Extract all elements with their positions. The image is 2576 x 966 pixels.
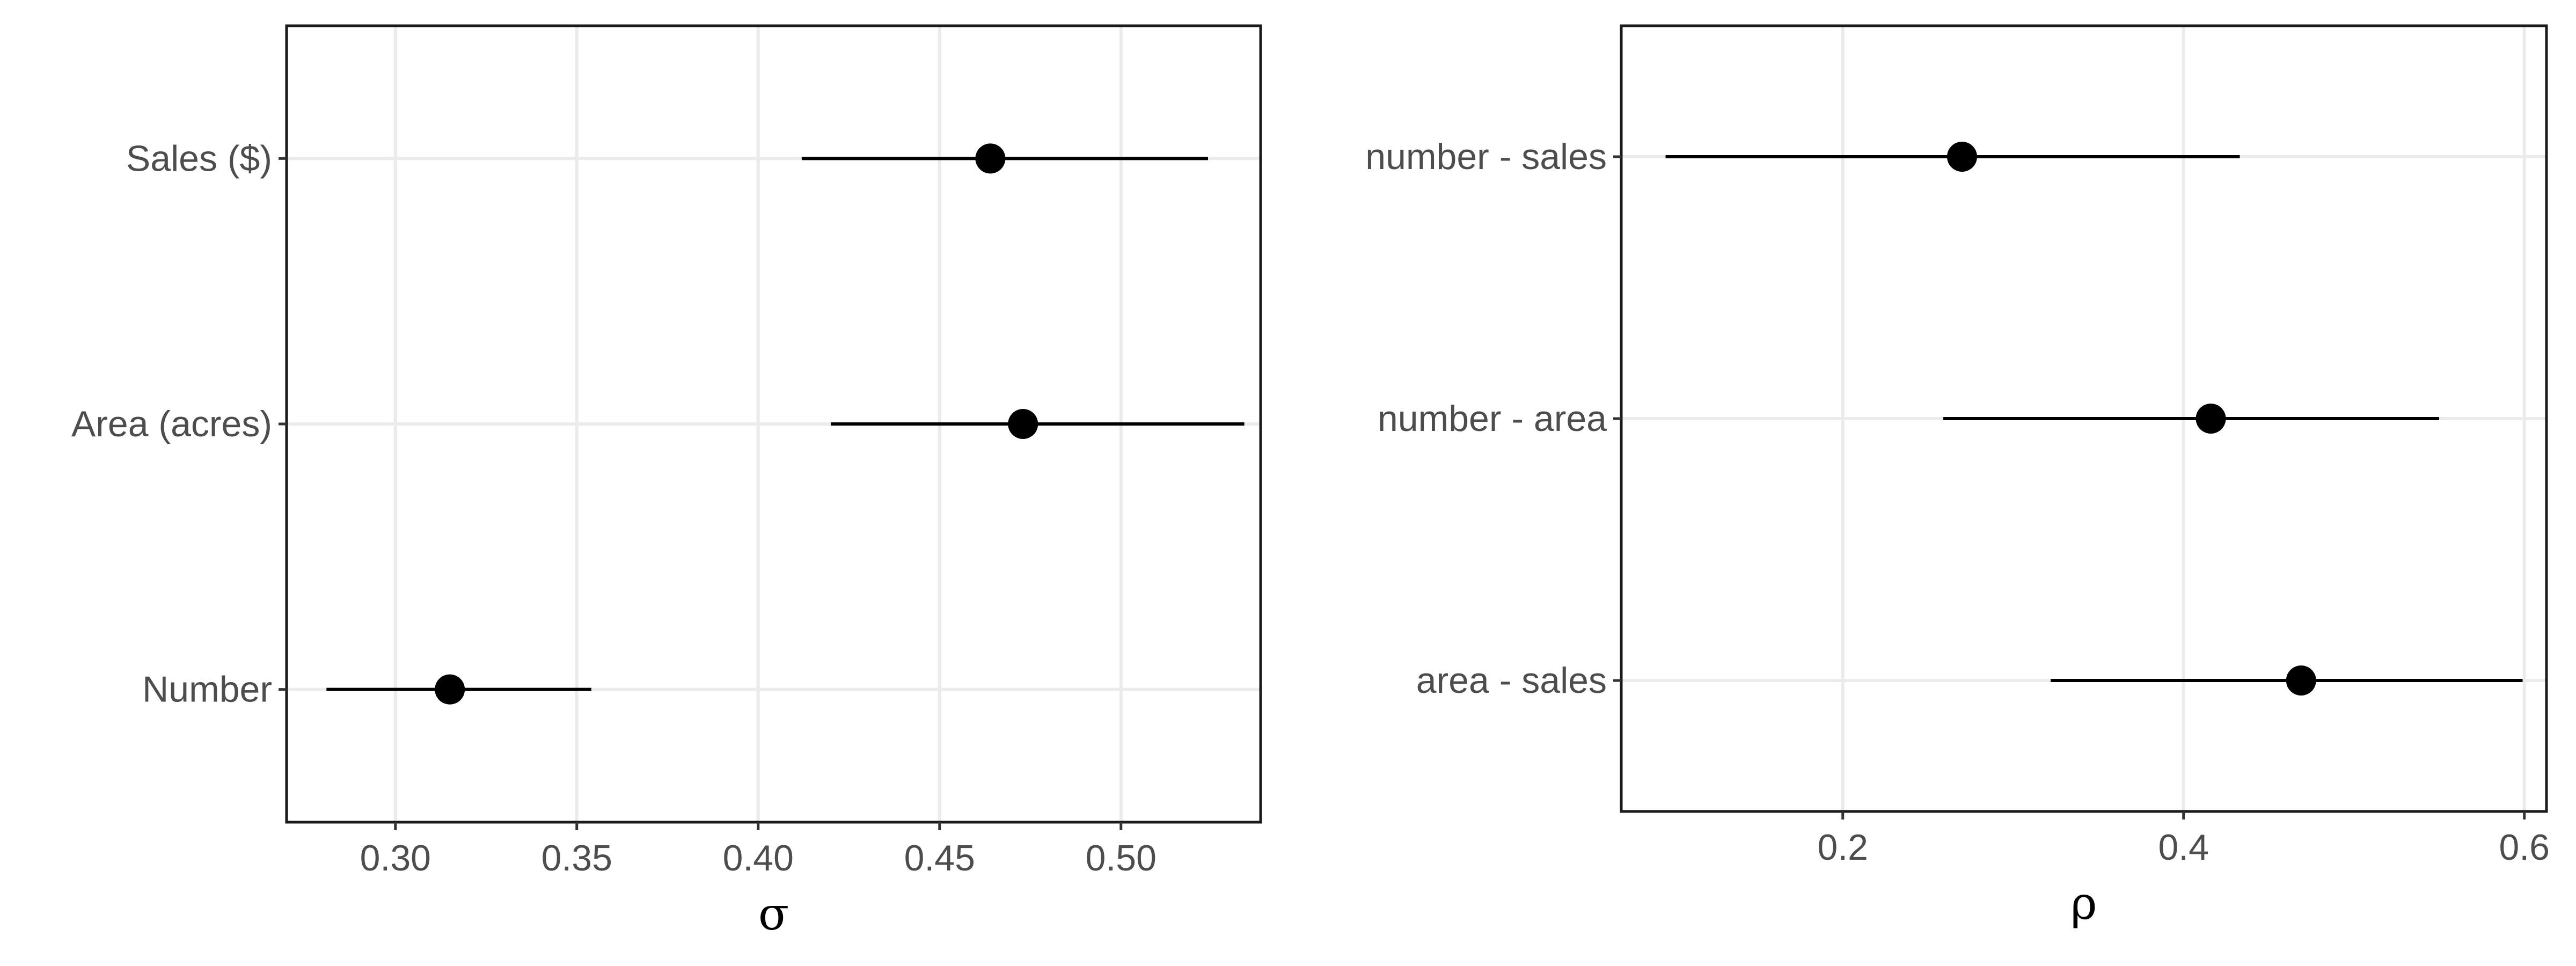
rho-panel: number - sales number - area area - sales 0…	[1365, 24, 2550, 930]
y-tick-label: area - sales	[1416, 660, 1607, 701]
x-tick-label: 0.2	[1817, 827, 1868, 868]
sigma-axis-title: σ	[758, 888, 789, 940]
x-tick-label: 0.30	[360, 838, 431, 879]
estimate-point	[975, 143, 1006, 174]
x-tick-label: 0.50	[1086, 838, 1157, 879]
y-tick-label: number - sales	[1365, 136, 1607, 177]
estimate-point	[2286, 665, 2316, 696]
y-tick-label: Sales ($)	[126, 138, 272, 179]
x-tick-label: 0.6	[2499, 827, 2550, 868]
estimate-point	[435, 674, 465, 705]
y-tick-label: Number	[142, 669, 272, 710]
y-tick-label: Area (acres)	[71, 404, 272, 444]
x-tick-label: 0.4	[2158, 827, 2209, 868]
y-tick-label: number - area	[1378, 398, 1607, 439]
x-tick-label: 0.35	[541, 838, 612, 879]
estimate-point	[1946, 142, 1977, 172]
x-tick-label: 0.45	[904, 838, 975, 879]
x-tick-label: 0.40	[723, 838, 794, 879]
estimate-point	[2196, 404, 2226, 434]
sigma-panel: Sales ($) Area (acres) Number 0.30 0.35 0.40 0…	[71, 24, 1262, 940]
rho-axis-title: ρ	[2070, 877, 2097, 930]
estimate-point	[1008, 409, 1038, 439]
